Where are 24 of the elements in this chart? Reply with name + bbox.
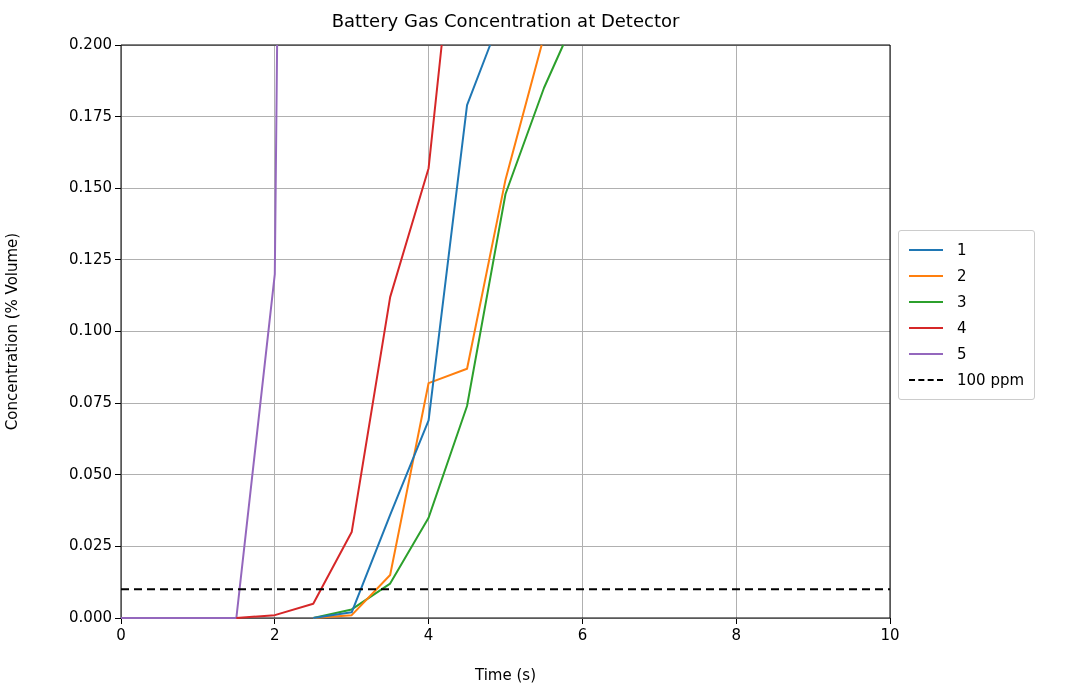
legend-label: 1 — [957, 241, 967, 259]
y-tick-label: 0.175 — [69, 106, 112, 125]
x-tick-label: 10 — [880, 625, 900, 644]
x-axis-title: Time (s) — [474, 665, 536, 684]
x-tick-label: 0 — [116, 625, 126, 644]
x-tick-label: 4 — [423, 625, 434, 644]
x-tick-label: 6 — [577, 625, 588, 644]
y-tick-label: 0.200 — [69, 34, 112, 53]
legend-label: 2 — [957, 267, 967, 285]
x-tick-label: 8 — [731, 625, 741, 644]
legend-label: 5 — [957, 345, 967, 363]
y-tick-label: 0.075 — [69, 393, 112, 412]
x-tick-label: 2 — [270, 625, 280, 644]
y-tick-label: 0.150 — [69, 178, 112, 197]
y-axis-title: Concentration (% Volume) — [2, 232, 21, 431]
y-tick-label: 0.125 — [69, 249, 112, 268]
y-tick-label: 0.025 — [69, 536, 112, 555]
legend-label: 3 — [957, 293, 967, 311]
legend-label: 4 — [957, 319, 967, 337]
chart-title: Battery Gas Concentration at Detector — [330, 10, 681, 31]
legend-label: 100 ppm — [957, 371, 1025, 389]
y-tick-label: 0.000 — [69, 607, 112, 626]
y-tick-label: 0.100 — [69, 321, 112, 340]
y-tick-label: 0.050 — [69, 464, 112, 483]
